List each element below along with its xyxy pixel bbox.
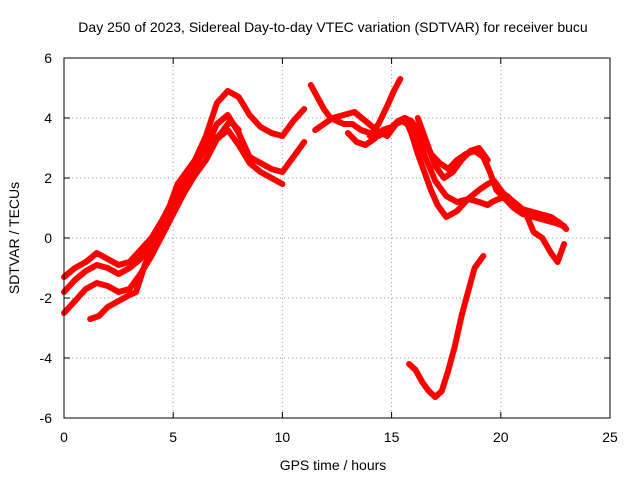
x-tick-label: 15 — [384, 429, 400, 445]
y-tick-label: 2 — [44, 170, 52, 186]
chart-title: Day 250 of 2023, Sidereal Day-to-day VTE… — [78, 19, 587, 35]
series-track-g — [344, 115, 568, 229]
y-tick-label: 4 — [44, 110, 52, 126]
plot-frame — [63, 57, 611, 419]
x-tick-labels: 0 5 10 15 20 25 — [60, 429, 618, 445]
x-axis-label: GPS time / hours — [280, 457, 387, 473]
data-series — [61, 76, 570, 400]
axis-ticks — [63, 57, 611, 419]
series-track-d — [87, 118, 242, 322]
series-track-h — [366, 76, 404, 139]
y-tick-label: 6 — [44, 50, 52, 66]
x-tick-label: 25 — [602, 429, 618, 445]
y-tick-label: 0 — [44, 230, 52, 246]
x-tick-label: 0 — [60, 429, 68, 445]
x-tick-label: 20 — [493, 429, 509, 445]
y-tick-labels: -6 -4 -2 0 2 4 6 — [40, 50, 53, 426]
y-tick-label: -6 — [40, 410, 53, 426]
x-tick-label: 5 — [169, 429, 177, 445]
y-tick-label: -2 — [40, 290, 53, 306]
series-track-c — [61, 127, 286, 316]
y-tick-label: -4 — [40, 350, 53, 366]
x-tick-label: 10 — [275, 429, 291, 445]
y-axis-label: SDTVAR / TECUs — [6, 182, 22, 294]
series-track-i — [414, 115, 491, 181]
series-track-j — [406, 253, 487, 400]
series-track-b — [61, 112, 308, 295]
